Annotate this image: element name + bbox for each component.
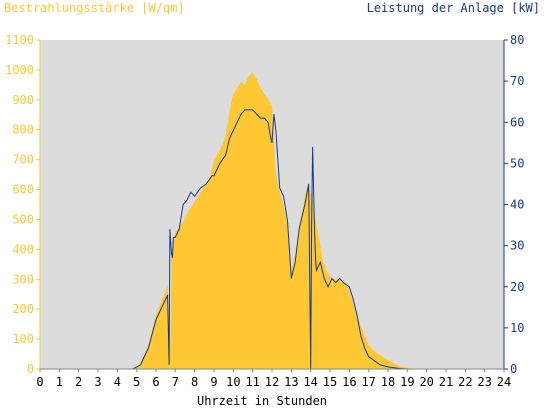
x-tick-label: 24	[497, 375, 511, 389]
x-tick-label: 8	[191, 375, 198, 389]
right-tick-label: 50	[510, 156, 524, 170]
left-tick-label: 1000	[5, 63, 34, 77]
irradiance-area-layer	[40, 72, 504, 370]
left-tick-group: 0 100 200 300 400 500 600 700 800 900 1000 1100	[5, 33, 40, 376]
right-tick-label: 60	[510, 115, 524, 129]
left-tick-label: 1100	[5, 33, 34, 47]
x-tick-label: 2	[75, 375, 82, 389]
left-tick-label: 600	[12, 183, 34, 197]
left-tick-label: 500	[12, 212, 34, 226]
x-axis-title: Uhrzeit in Stunden	[197, 394, 327, 408]
x-tick-label: 14	[303, 375, 317, 389]
right-tick-label: 0	[510, 362, 517, 376]
x-tick-label: 5	[133, 375, 140, 389]
right-tick-group: 0 10 20 30 40 50 60 70 80	[504, 33, 524, 376]
x-tick-label: 4	[114, 375, 121, 389]
left-tick-label: 400	[12, 242, 34, 256]
right-tick-label: 20	[510, 280, 524, 294]
left-tick-label: 300	[12, 272, 34, 286]
x-tick-group: 0 1 2 3 4 5 6 7 8 9 10 11 12 13 14 15 16 17 18 19 20 21 22 23 24	[36, 369, 511, 389]
series-irradiance-area	[40, 72, 504, 370]
left-tick-label: 0	[27, 362, 34, 376]
x-tick-label: 21	[439, 375, 453, 389]
x-tick-label: 17	[361, 375, 375, 389]
left-tick-label: 100	[12, 332, 34, 346]
left-tick-label: 200	[12, 302, 34, 316]
series-power-line	[40, 109, 504, 370]
x-tick-label: 20	[419, 375, 433, 389]
left-axis-title: Bestrahlungsstärke [W/qm]	[4, 1, 185, 15]
right-tick-label: 40	[510, 198, 524, 212]
right-tick-label: 70	[510, 74, 524, 88]
right-tick-label: 80	[510, 33, 524, 47]
x-tick-label: 9	[210, 375, 217, 389]
right-tick-label: 30	[510, 239, 524, 253]
left-tick-label: 900	[12, 93, 34, 107]
x-tick-label: 12	[265, 375, 279, 389]
x-tick-label: 16	[342, 375, 356, 389]
left-tick-label: 800	[12, 123, 34, 137]
x-tick-label: 18	[381, 375, 395, 389]
x-tick-label: 13	[284, 375, 298, 389]
x-tick-label: 7	[172, 375, 179, 389]
right-tick-label: 10	[510, 321, 524, 335]
x-tick-label: 19	[400, 375, 414, 389]
x-tick-label: 10	[226, 375, 240, 389]
x-tick-label: 1	[56, 375, 63, 389]
x-tick-label: 3	[94, 375, 101, 389]
x-tick-label: 6	[152, 375, 159, 389]
x-tick-label: 22	[458, 375, 472, 389]
left-tick-label: 700	[12, 153, 34, 167]
x-tick-label: 15	[323, 375, 337, 389]
power-line-layer	[40, 109, 504, 370]
x-tick-label: 23	[477, 375, 491, 389]
x-tick-label: 0	[36, 375, 43, 389]
right-axis-title: Leistung der Anlage [kW]	[367, 1, 540, 15]
x-tick-label: 11	[245, 375, 259, 389]
